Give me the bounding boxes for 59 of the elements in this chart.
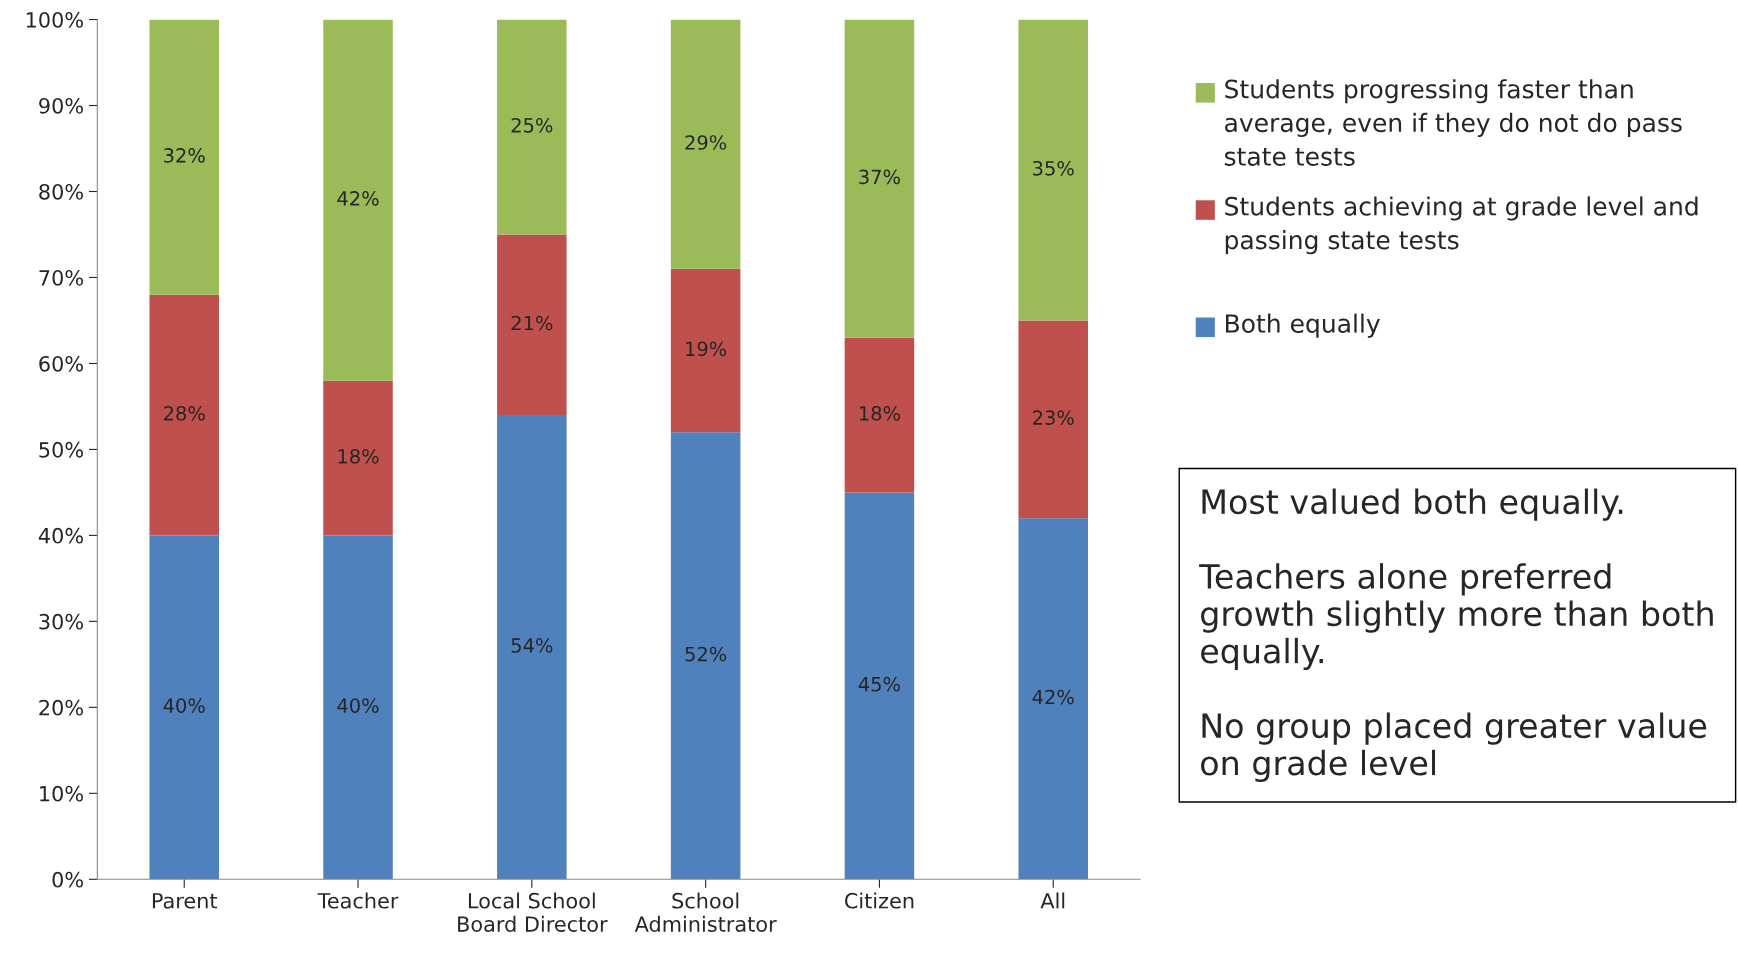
bar [149, 535, 219, 880]
data-label: 37% [859, 169, 900, 185]
data-label: 45% [858, 676, 900, 692]
data-label: 42% [1032, 689, 1074, 705]
x-tick-label: School Administrator [634, 892, 777, 932]
data-label: 23% [1033, 410, 1074, 425]
data-label: 21% [511, 315, 553, 331]
y-tick-label: 20% [39, 699, 83, 716]
data-label: 52% [685, 646, 727, 662]
data-label: 35% [1033, 160, 1074, 176]
bar [670, 19, 741, 269]
data-label: 29% [685, 135, 727, 150]
bar [323, 380, 393, 536]
bar [323, 19, 393, 381]
text: Teachers alone preferred growth slightly more than both equally. [1199, 563, 1713, 671]
bar [844, 19, 915, 338]
data-label: 32% [164, 148, 205, 163]
data-label: 42% [337, 191, 379, 206]
bar [1018, 518, 1088, 880]
data-label: 18% [338, 448, 379, 464]
y-tick-label: 60% [39, 355, 83, 372]
data-label: 25% [511, 117, 553, 133]
data-label: 40% [337, 698, 379, 713]
data-label: 18% [859, 405, 900, 421]
bar [323, 535, 393, 880]
y-tick-label: 40% [38, 527, 83, 544]
bar [497, 415, 567, 880]
x-tick-label: Parent [152, 893, 218, 909]
bar [497, 19, 567, 235]
y-tick-label: 50% [39, 441, 83, 458]
bar [149, 294, 219, 536]
bar [670, 432, 741, 880]
x-tick-label: Local School Board Director [458, 892, 608, 932]
y-tick-label: 70% [39, 269, 83, 286]
bar [844, 492, 915, 880]
data-label: 28% [164, 405, 205, 421]
x-tick-label: All [1040, 892, 1065, 909]
data-label: 19% [686, 341, 727, 357]
data-label: 40% [163, 698, 205, 713]
y-tick-label: 30% [39, 613, 83, 630]
data-label: 54% [511, 638, 553, 653]
legend-label: Students progressing faster than average, even if they do not do pass state tests [1224, 79, 1682, 166]
bar [1018, 320, 1088, 519]
text: Most valued both equally. [1202, 488, 1623, 521]
y-tick-label: 100% [26, 11, 83, 28]
y-tick-label: 10% [40, 785, 83, 802]
text: No group placed greater value on grade level [1201, 712, 1707, 783]
y-tick-label: 80% [39, 183, 83, 200]
bar [497, 234, 567, 416]
x-tick-label: Citizen [844, 892, 914, 909]
bar [149, 19, 219, 295]
x-tick-label: Teacher [317, 892, 399, 909]
y-tick-label: 0% [52, 871, 83, 888]
legend-label: Students achieving at grade level and passing state tests [1225, 196, 1698, 255]
y-tick-label: 90% [39, 97, 83, 114]
bar [1018, 19, 1088, 321]
bar [844, 337, 915, 493]
bar [670, 268, 741, 433]
legend-label: Both equally [1226, 313, 1380, 338]
